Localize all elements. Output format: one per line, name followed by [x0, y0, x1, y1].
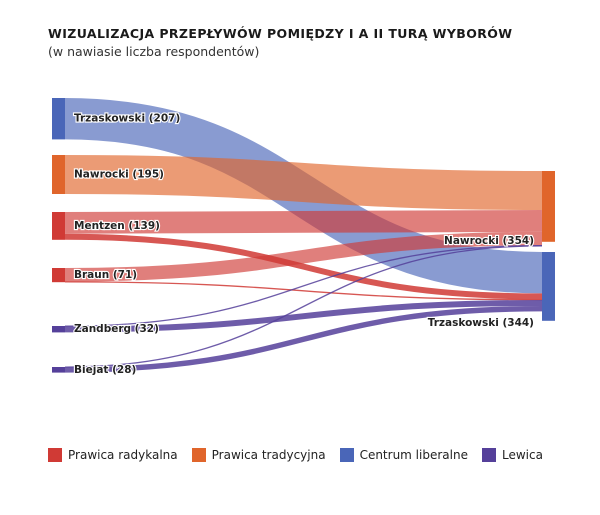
legend-item-lewica: Lewica — [481, 448, 543, 462]
source-node-zandberg — [52, 326, 65, 333]
flow-mentzen-to-trzaskowski — [64, 233, 543, 300]
target-node-trzaskowski — [542, 252, 555, 321]
source-label-braun: Braun (71) — [74, 269, 137, 281]
legend-swatch — [339, 448, 354, 462]
source-label-mentzen: Mentzen (139) — [74, 220, 160, 232]
flow-mentzen-to-nawrocki — [64, 210, 543, 234]
flow-biejat-to-trzaskowski — [64, 306, 543, 373]
source-node-biejat — [52, 367, 65, 373]
legend-label: Prawica tradycyjna — [211, 448, 326, 462]
source-node-trzaskowski — [52, 98, 65, 140]
flow-biejat-to-nawrocki — [64, 245, 543, 368]
legend-label: Prawica radykalna — [68, 448, 178, 462]
source-node-mentzen — [52, 212, 65, 240]
chart-title: WIZUALIZACJA PRZEPŁYWÓW POMIĘDZY I A II … — [48, 26, 513, 41]
source-label-biejat: Biejat (28) — [74, 364, 136, 376]
target-label-nawrocki: Nawrocki (354) — [444, 235, 534, 247]
source-node-nawrocki — [52, 155, 65, 194]
target-node-nawrocki — [542, 171, 555, 242]
flow-braun-to-nawrocki — [64, 231, 543, 282]
flow-zandberg-to-nawrocki — [64, 244, 543, 327]
legend-item-liberalne: Centrum liberalne — [339, 448, 468, 462]
target-label-trzaskowski: Trzaskowski (344) — [428, 317, 534, 329]
source-node-braun — [52, 268, 65, 283]
source-label-zandberg: Zandberg (32) — [74, 323, 159, 335]
sankey-diagram: Trzaskowski (207) Nawrocki (195) Mentzen (… — [52, 98, 555, 377]
flow-nawrocki-to-nawrocki — [64, 155, 543, 210]
legend-swatch — [481, 448, 496, 462]
legend-item-radykalna: Prawica radykalna — [48, 448, 178, 462]
node-labels: Trzaskowski (207) Nawrocki (195) Mentzen (… — [73, 112, 535, 377]
legend-label: Lewica — [501, 448, 543, 462]
legend-swatch — [191, 448, 206, 462]
source-label-nawrocki: Nawrocki (195) — [74, 169, 164, 181]
source-label-trzaskowski: Trzaskowski (207) — [74, 113, 180, 125]
flow-zandberg-to-trzaskowski — [64, 300, 543, 333]
legend-item-tradycyjna: Prawica tradycyjna — [191, 448, 326, 462]
flow-braun-to-trzaskowski — [64, 281, 543, 301]
flow-links — [64, 98, 543, 373]
chart-subtitle: (w nawiasie liczba respondentów) — [48, 44, 260, 59]
nodes — [52, 98, 555, 373]
legend-label: Centrum liberalne — [359, 448, 468, 462]
legend: Prawica radykalna Prawica tradycyjna Cen… — [48, 448, 557, 462]
legend-swatch — [48, 448, 62, 462]
